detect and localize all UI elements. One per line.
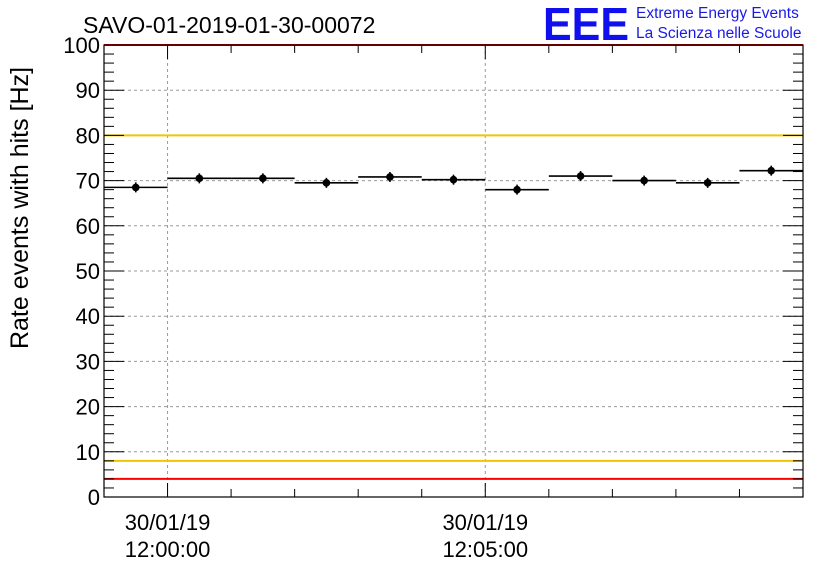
data-point <box>675 177 740 188</box>
data-point <box>231 173 295 184</box>
data-series <box>104 165 803 195</box>
y-tick-label: 50 <box>76 259 100 284</box>
data-point <box>485 184 549 195</box>
data-point-marker <box>576 172 585 180</box>
data-point-marker <box>131 183 140 192</box>
x-tick-label-time: 12:00:00 <box>125 537 211 562</box>
x-tick-label-time: 12:05:00 <box>442 537 528 562</box>
chart-title: SAVO-01-2019-01-30-00072 <box>83 12 375 38</box>
data-point <box>294 177 359 188</box>
data-point <box>612 175 676 186</box>
data-point-marker <box>259 174 267 183</box>
y-tick-label: 0 <box>88 485 100 510</box>
data-point <box>167 173 232 184</box>
data-point <box>739 165 803 176</box>
data-point <box>421 174 486 185</box>
grid <box>104 45 803 497</box>
y-tick-label: 40 <box>76 304 100 329</box>
data-point <box>104 182 168 193</box>
x-tick-label-date: 30/01/19 <box>442 510 528 535</box>
data-point-marker <box>386 173 394 181</box>
logo-line-1: Extreme Energy Events <box>636 5 799 22</box>
y-tick-label: 70 <box>76 169 100 194</box>
data-point <box>358 171 422 182</box>
y-tick-label: 100 <box>63 33 100 58</box>
logo-line-2: La Scienza nelle Scuole <box>636 25 801 42</box>
y-tick-label: 80 <box>76 123 100 148</box>
data-point-marker <box>322 179 331 187</box>
data-point-marker <box>703 179 712 187</box>
x-tick-label-date: 30/01/19 <box>125 510 211 535</box>
y-tick-label: 90 <box>76 78 100 103</box>
data-point-marker <box>767 166 776 175</box>
eee-logo: EEE Extreme Energy Events La Scienza nel… <box>543 0 801 50</box>
data-point <box>548 171 613 182</box>
y-tick-label: 60 <box>76 214 100 239</box>
logo-mark: EEE <box>543 0 629 50</box>
data-point-marker <box>513 185 521 194</box>
y-axis-label: Rate events with hits [Hz] <box>6 67 34 349</box>
data-point-marker <box>195 174 204 183</box>
data-point-marker <box>640 176 648 185</box>
y-tick-label: 10 <box>76 440 100 465</box>
y-tick-label: 20 <box>76 395 100 420</box>
axis-ticks <box>103 44 804 498</box>
data-point-marker <box>449 175 458 184</box>
reference-lines <box>104 44 803 480</box>
y-tick-label: 30 <box>76 349 100 374</box>
